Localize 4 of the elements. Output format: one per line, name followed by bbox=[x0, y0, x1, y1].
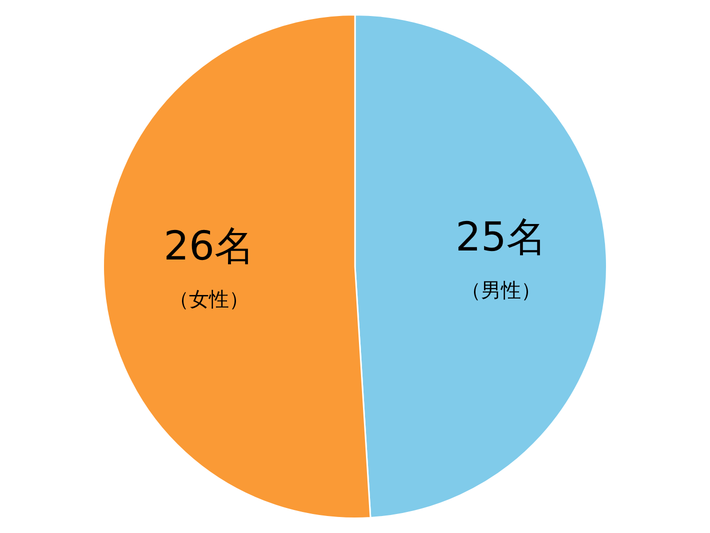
data-label: 25名 bbox=[455, 214, 546, 260]
slice-label: （男性） bbox=[460, 278, 541, 302]
slice-label: （女性） bbox=[169, 287, 250, 312]
data-label: 26名 bbox=[164, 223, 255, 270]
